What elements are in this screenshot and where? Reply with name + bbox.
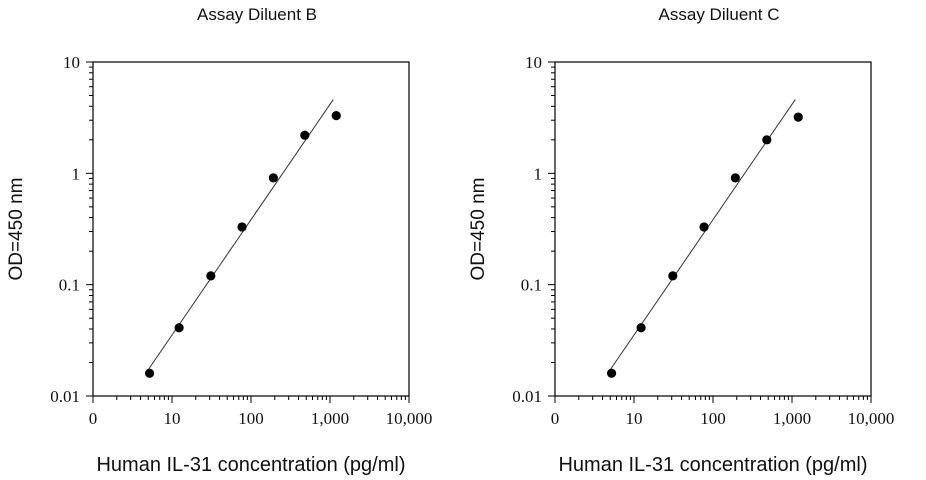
data-point (144, 368, 155, 378)
data-point (762, 135, 772, 145)
chart-title: Assay Diluent B (197, 5, 317, 24)
x-axis-label: Human IL-31 concentration (pg/ml) (96, 454, 405, 476)
y-tick-label: 1 (72, 164, 81, 183)
chart-panel-assay-diluent-b: Assay Diluent B 0 10 100 1,000 10,000 0.01 0.1 1… (6, 5, 432, 476)
plot-frame (554, 61, 872, 397)
y-tick-label: 0.1 (59, 276, 80, 295)
data-point (606, 368, 617, 378)
y-axis-label: OD=450 nm (6, 178, 27, 281)
x-tick-label: 10,000 (848, 409, 895, 428)
x-tick-label: 100 (700, 409, 726, 428)
y-tick-label: 0.01 (50, 387, 80, 406)
data-point (730, 173, 740, 183)
y-tick-label: 0.01 (512, 387, 542, 406)
data-point (668, 271, 678, 281)
y-tick-label: 0.1 (521, 276, 542, 295)
x-tick-label: 10,000 (386, 409, 433, 428)
x-tick-label: 1,000 (773, 409, 811, 428)
data-point (300, 130, 310, 140)
data-point (636, 323, 646, 333)
data-point (206, 271, 216, 281)
data-point (699, 222, 709, 232)
x-tick-label: 10 (626, 409, 643, 428)
x-tick-label: 0 (551, 409, 560, 428)
data-point (174, 323, 184, 333)
y-tick-label: 10 (63, 53, 80, 72)
data-point (237, 222, 247, 232)
y-tick-label: 10 (525, 53, 542, 72)
data-point (331, 111, 341, 121)
plot-frame (92, 61, 410, 397)
y-axis-label: OD=450 nm (468, 178, 489, 281)
x-axis-label: Human IL-31 concentration (pg/ml) (558, 454, 867, 476)
data-point (268, 173, 278, 183)
x-tick-label: 1,000 (311, 409, 349, 428)
chart-title: Assay Diluent C (659, 5, 780, 24)
data-point (793, 112, 803, 122)
x-tick-label: 10 (164, 409, 181, 428)
chart-panel-assay-diluent-c: Assay Diluent C 0 10 100 1,000 10,000 0.01 0.1 1… (468, 5, 894, 476)
y-tick-label: 1 (534, 164, 543, 183)
x-tick-label: 100 (238, 409, 264, 428)
x-tick-label: 0 (89, 409, 98, 428)
